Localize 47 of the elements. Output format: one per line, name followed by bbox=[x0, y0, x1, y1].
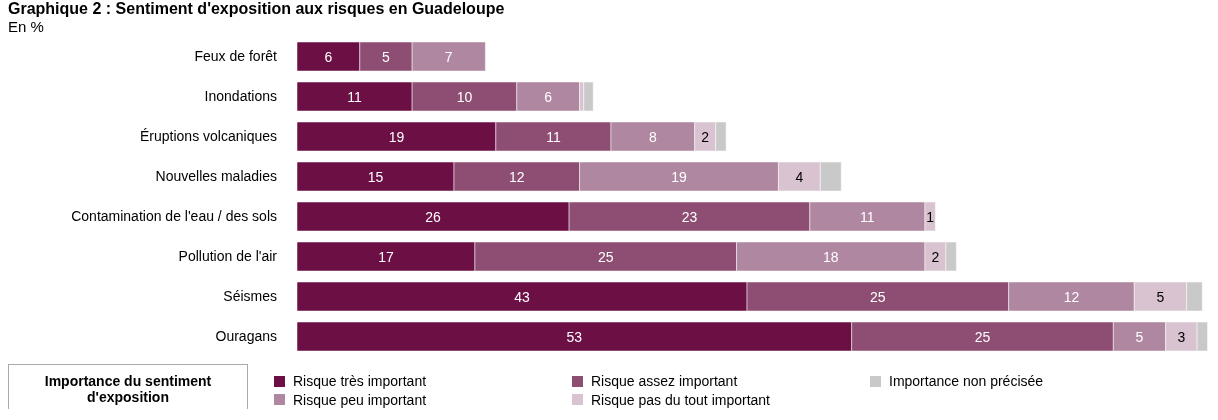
data-label: 43 bbox=[514, 288, 531, 305]
data-label: 12 bbox=[1063, 288, 1080, 305]
data-label: 18 bbox=[822, 248, 839, 265]
y-tick-label: Séismes bbox=[223, 287, 277, 304]
data-label: 17 bbox=[378, 248, 394, 265]
data-label: 7 bbox=[444, 48, 453, 65]
bar bbox=[583, 81, 594, 112]
y-tick-label: Inondations bbox=[204, 87, 277, 104]
data-label: 12 bbox=[509, 168, 525, 185]
data-label: 5 bbox=[1135, 328, 1144, 345]
legend-label: Importance non précisée bbox=[889, 373, 1044, 389]
legend-label: Risque très important bbox=[293, 373, 427, 389]
data-label: 19 bbox=[388, 128, 405, 145]
y-tick-label: Pollution de l'air bbox=[178, 247, 278, 264]
data-label: 5 bbox=[1156, 288, 1165, 305]
legend-title: Importance du sentiment d'exposition bbox=[8, 364, 248, 409]
legend-label: Risque pas du tout important bbox=[591, 391, 770, 408]
y-tick-label: Ouragans bbox=[215, 327, 277, 344]
data-label: 15 bbox=[367, 168, 384, 185]
data-label: 10 bbox=[456, 88, 473, 105]
text: En % bbox=[7, 18, 45, 36]
data-label: 6 bbox=[324, 48, 333, 65]
y-tick-label: Feux de forêt bbox=[194, 47, 278, 64]
legend-label: Risque assez important bbox=[591, 373, 738, 389]
y-tick-label: Nouvelles maladies bbox=[155, 167, 277, 184]
data-label: 19 bbox=[671, 168, 687, 185]
data-label: 1 bbox=[926, 208, 935, 225]
data-label: 11 bbox=[347, 88, 363, 105]
data-label: 23 bbox=[681, 208, 698, 225]
data-label: 26 bbox=[425, 208, 442, 225]
data-label: 8 bbox=[648, 128, 657, 145]
data-label: 11 bbox=[546, 128, 561, 145]
chart-title: Graphique 2 : Sentiment d'exposition aux risques en Guadeloupe bbox=[7, 0, 506, 18]
data-label: 6 bbox=[544, 88, 553, 105]
y-tick-label: Contamination de l'eau / des sols bbox=[71, 207, 277, 224]
data-label: 11 bbox=[860, 208, 875, 225]
data-label: 3 bbox=[1177, 328, 1186, 345]
data-label: 4 bbox=[795, 168, 804, 185]
data-label: 25 bbox=[597, 248, 614, 265]
legend-label: Risque peu important bbox=[293, 391, 427, 408]
data-label: 25 bbox=[870, 288, 886, 305]
y-tick-label: Éruptions volcaniques bbox=[140, 127, 277, 144]
data-label: 2 bbox=[701, 128, 710, 145]
data-label: 5 bbox=[382, 48, 391, 65]
data-label: 25 bbox=[974, 328, 991, 345]
data-label: 2 bbox=[931, 248, 940, 265]
data-label: 53 bbox=[566, 328, 583, 345]
